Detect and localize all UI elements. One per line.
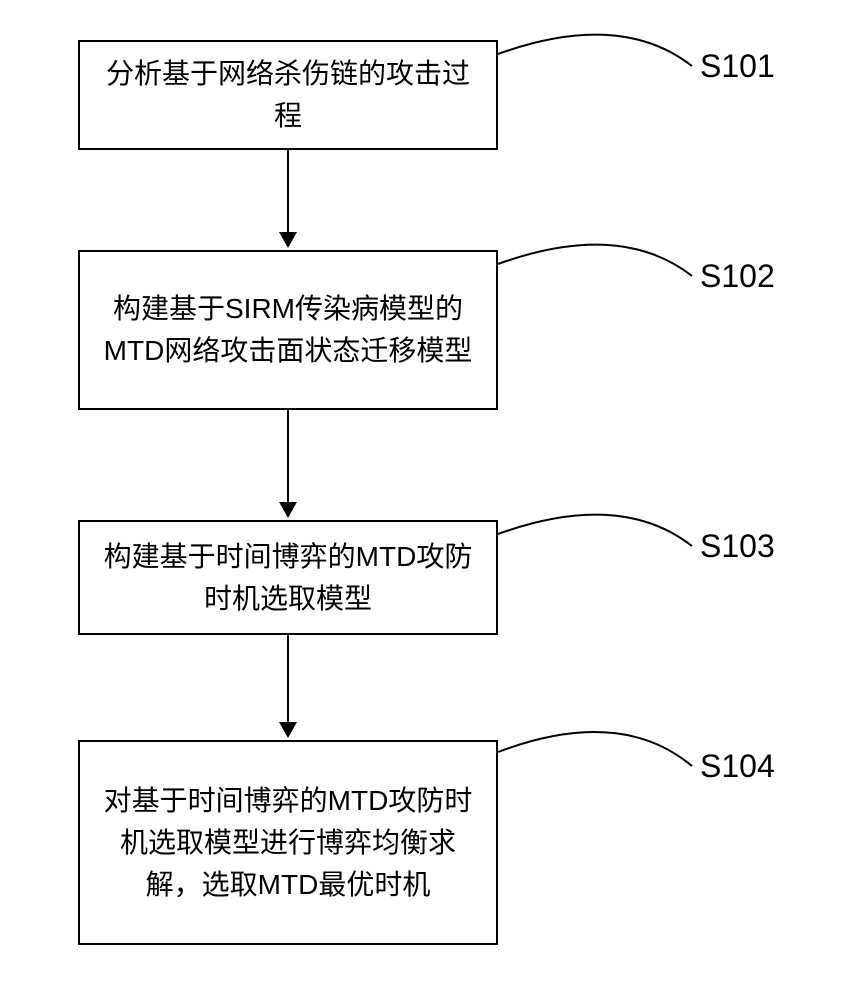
arrow-head-icon <box>279 502 297 518</box>
arrow-s103-s104 <box>279 635 297 738</box>
arrow-head-icon <box>279 722 297 738</box>
step-box-s102: 构建基于SIRM传染病模型的MTD网络攻击面状态迁移模型 <box>78 250 498 410</box>
arrow-s102-s103 <box>279 410 297 518</box>
step-label-s102: S102 <box>700 258 775 295</box>
step-box-s103: 构建基于时间博弈的MTD攻防时机选取模型 <box>78 520 498 635</box>
step-box-s101: 分析基于网络杀伤链的攻击过程 <box>78 40 498 150</box>
arrow-line <box>287 150 289 232</box>
arrow-line <box>287 635 289 722</box>
step-text-s101: 分析基于网络杀伤链的攻击过程 <box>100 53 476 137</box>
step-box-s104: 对基于时间博弈的MTD攻防时机选取模型进行博弈均衡求解，选取MTD最优时机 <box>78 740 498 945</box>
step-text-s104: 对基于时间博弈的MTD攻防时机选取模型进行博弈均衡求解，选取MTD最优时机 <box>100 780 476 906</box>
arrow-head-icon <box>279 232 297 248</box>
step-label-s103: S103 <box>700 528 775 565</box>
step-label-s104: S104 <box>700 748 775 785</box>
flowchart-container: 分析基于网络杀伤链的攻击过程 S101 构建基于SIRM传染病模型的MTD网络攻… <box>0 0 844 1000</box>
step-text-s103: 构建基于时间博弈的MTD攻防时机选取模型 <box>100 536 476 620</box>
step-label-s101: S101 <box>700 48 775 85</box>
arrow-s101-s102 <box>279 150 297 248</box>
step-text-s102: 构建基于SIRM传染病模型的MTD网络攻击面状态迁移模型 <box>100 288 476 372</box>
arrow-line <box>287 410 289 502</box>
